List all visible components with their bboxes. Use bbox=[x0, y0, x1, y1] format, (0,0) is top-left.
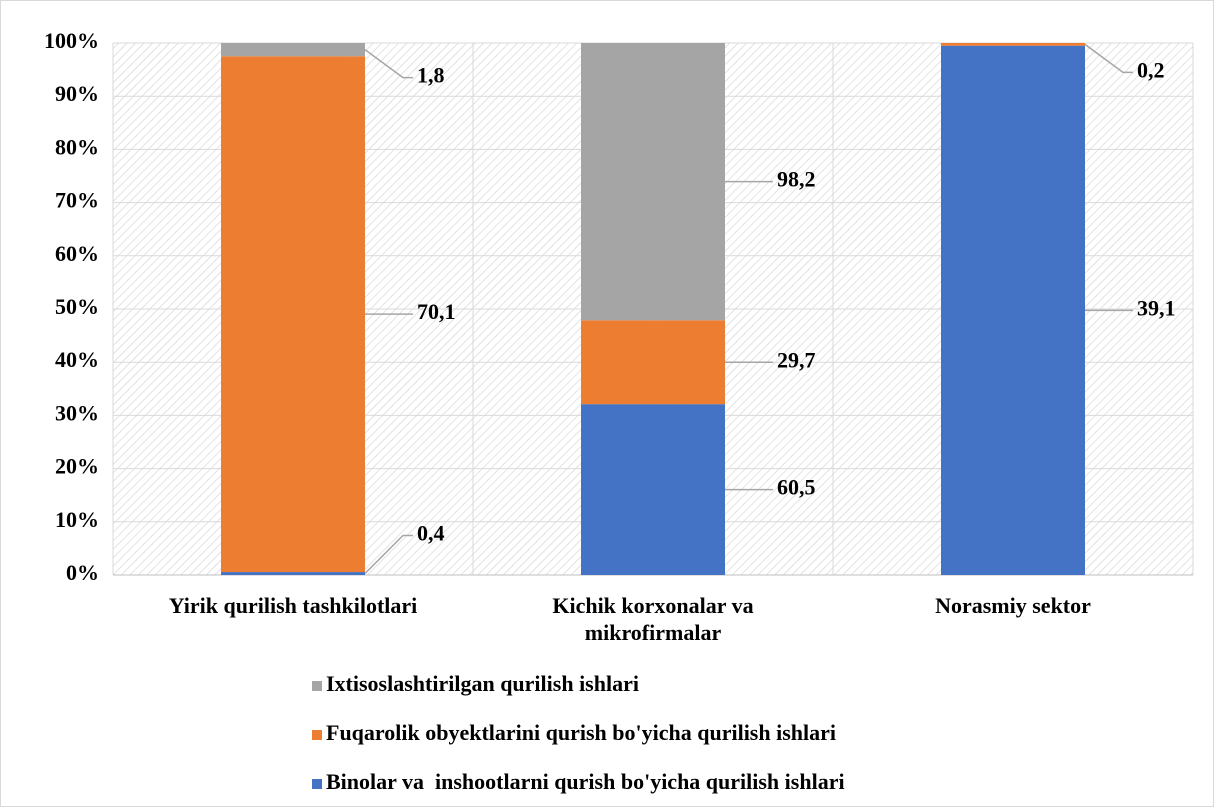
y-tick-label: 70% bbox=[55, 188, 99, 213]
y-tick-label: 100% bbox=[44, 28, 99, 53]
bar-segment bbox=[941, 45, 1085, 575]
bar-segment bbox=[221, 43, 365, 57]
legend-label: Fuqarolik obyektlarini qurish bo'yicha q… bbox=[326, 720, 836, 745]
bar-segment bbox=[941, 43, 1085, 46]
x-tick-label: Norasmiy sektor bbox=[935, 593, 1091, 618]
legend-swatch bbox=[312, 681, 322, 691]
y-tick-label: 10% bbox=[55, 507, 99, 532]
data-label: 60,5 bbox=[777, 475, 816, 500]
data-label: 70,1 bbox=[417, 299, 456, 324]
bar-segment bbox=[581, 320, 725, 405]
data-label: 1,8 bbox=[417, 63, 445, 88]
data-label: 98,2 bbox=[777, 167, 816, 192]
leader-line bbox=[364, 534, 413, 575]
y-tick-label: 20% bbox=[55, 454, 99, 479]
legend-label: Binolar va inshootlarni qurish bo'yicha … bbox=[326, 769, 845, 794]
bar-segment bbox=[581, 404, 725, 575]
data-label: 39,1 bbox=[1137, 295, 1176, 320]
legend-swatch bbox=[312, 779, 322, 789]
y-tick-label: 50% bbox=[55, 294, 99, 319]
data-label: 0,2 bbox=[1137, 57, 1165, 82]
y-tick-label: 30% bbox=[55, 400, 99, 425]
data-label: 0,4 bbox=[417, 521, 445, 546]
legend-swatch bbox=[312, 730, 322, 740]
y-tick-label: 90% bbox=[55, 81, 99, 106]
leader-line bbox=[364, 49, 413, 79]
x-tick-label: Kichik korxonalar va mikrofirmalar bbox=[552, 593, 754, 645]
data-label: 29,7 bbox=[777, 347, 816, 372]
x-tick-label: Yirik qurilish tashkilotlari bbox=[168, 593, 418, 618]
legend-label: Ixtisoslashtirilgan qurilish ishlari bbox=[326, 671, 639, 696]
y-tick-label: 80% bbox=[55, 134, 99, 159]
bar-segment bbox=[581, 43, 725, 321]
bar-segment bbox=[221, 572, 365, 575]
bar-segment bbox=[221, 56, 365, 573]
y-tick-label: 60% bbox=[55, 241, 99, 266]
leader-line bbox=[1084, 43, 1133, 74]
y-tick-label: 0% bbox=[66, 560, 99, 585]
y-tick-label: 40% bbox=[55, 347, 99, 372]
